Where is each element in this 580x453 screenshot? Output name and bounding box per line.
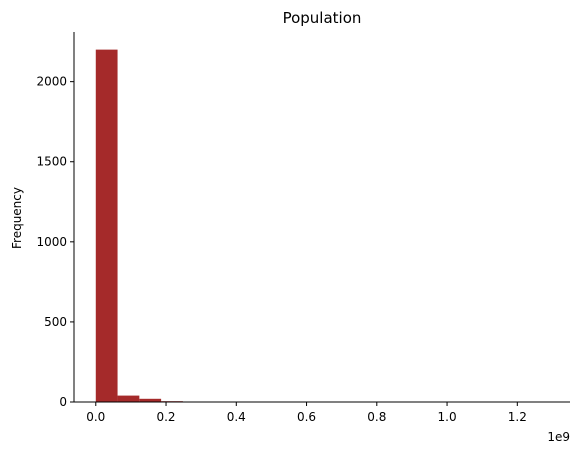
y-tick-label: 1000 — [36, 235, 67, 249]
y-tick-label: 0 — [59, 395, 67, 409]
y-axis-ticks: 0 500 1000 1500 2000 — [36, 75, 74, 409]
chart-title: Population — [283, 9, 362, 27]
x-tick-label: 1.0 — [438, 410, 457, 424]
y-axis-label: Frequency — [10, 187, 24, 249]
y-tick-label: 500 — [44, 315, 67, 329]
x-tick-label: 1.2 — [508, 410, 527, 424]
histogram-bars — [95, 49, 183, 402]
y-tick-label: 2000 — [36, 75, 67, 89]
x-tick-label: 0.8 — [367, 410, 386, 424]
y-tick-label: 1500 — [36, 155, 67, 169]
x-tick-label: 0.6 — [297, 410, 316, 424]
x-tick-label: 0.0 — [86, 410, 105, 424]
x-tick-label: 0.4 — [227, 410, 246, 424]
histogram-bar — [95, 49, 118, 402]
x-axis-ticks: 0.0 0.2 0.4 0.6 0.8 1.0 1.2 — [86, 402, 527, 424]
histogram-bar — [139, 398, 162, 402]
histogram-bar — [117, 395, 140, 402]
x-axis-offset-label: 1e9 — [547, 430, 570, 444]
x-tick-label: 0.2 — [156, 410, 175, 424]
